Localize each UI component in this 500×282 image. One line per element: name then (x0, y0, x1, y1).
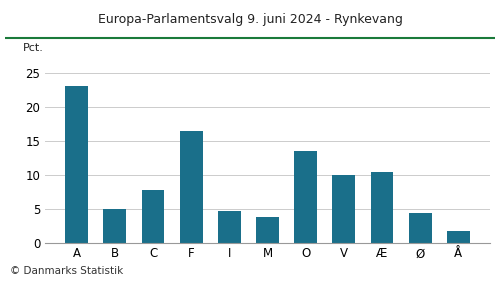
Text: © Danmarks Statistik: © Danmarks Statistik (10, 266, 123, 276)
Bar (294, 151, 317, 243)
Bar (180, 131, 203, 243)
Bar (370, 172, 394, 243)
Bar (332, 175, 355, 243)
Bar (447, 231, 470, 243)
Bar (142, 190, 165, 243)
Bar (65, 86, 88, 243)
Bar (104, 209, 126, 243)
Text: Pct.: Pct. (23, 43, 44, 53)
Text: Europa-Parlamentsvalg 9. juni 2024 - Rynkevang: Europa-Parlamentsvalg 9. juni 2024 - Ryn… (98, 13, 403, 26)
Bar (256, 217, 279, 243)
Bar (408, 213, 432, 243)
Bar (218, 212, 241, 243)
